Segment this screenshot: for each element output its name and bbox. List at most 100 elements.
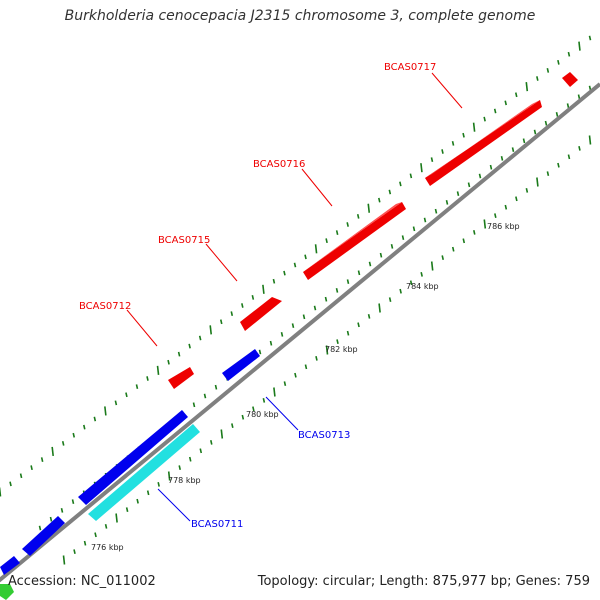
corner-marker [0, 584, 14, 600]
tick-mark [536, 177, 539, 187]
tick-mark [451, 141, 455, 146]
gene-blue-small-feature[interactable] [22, 516, 65, 556]
tick-mark [588, 35, 592, 41]
tick-mark [462, 238, 466, 244]
tick-mark [566, 103, 570, 108]
gene-label-BCAS0717: BCAS0717 [384, 62, 436, 73]
tick-mark [125, 507, 129, 512]
tick-mark [420, 272, 423, 277]
gene-blue-edge-feature[interactable] [0, 556, 20, 575]
tick-mark [192, 402, 196, 408]
tick-mark [9, 481, 12, 487]
gene-BCAS0713-feature[interactable] [222, 349, 260, 381]
tick-mark [209, 325, 213, 335]
tick-mark [401, 235, 405, 240]
tick-mark [324, 296, 328, 302]
tick-label-780: 780 kbp [246, 410, 279, 419]
tick-mark [462, 132, 465, 138]
tick-mark [336, 339, 339, 344]
tick-mark [291, 323, 295, 328]
gene-BCAS0711-feature[interactable] [88, 424, 200, 521]
tick-mark [167, 359, 170, 365]
tick-mark [38, 525, 42, 531]
summary-text: Topology: circular; Length: 875,977 bp; … [257, 574, 590, 589]
tick-mark [62, 555, 66, 565]
tick-mark [231, 423, 234, 428]
tick-mark [346, 222, 349, 227]
tick-mark [294, 372, 297, 378]
tick-mark [104, 524, 108, 529]
tick-mark [544, 120, 548, 126]
tick-mark [72, 432, 76, 438]
tick-mark [302, 314, 306, 320]
gene-BCAS0716-feature[interactable] [303, 202, 406, 280]
tick-label-778: 778 kbp [168, 476, 201, 485]
gene-BCAS0715-feature[interactable] [240, 297, 282, 331]
tick-mark [390, 244, 394, 249]
tick-mark [522, 138, 526, 144]
tick-mark [378, 197, 381, 203]
leader-line-BCAS0711 [157, 488, 191, 522]
tick-label-784: 784 kbp [406, 282, 439, 291]
tick-mark [49, 516, 53, 522]
leader-line-BCAS0717 [431, 72, 463, 109]
tick-mark [483, 219, 487, 229]
tick-mark [445, 200, 449, 205]
tick-mark [493, 108, 497, 114]
tick-mark [93, 416, 97, 422]
tick-mark [83, 540, 87, 546]
tick-mark [577, 94, 581, 100]
tick-mark [313, 305, 317, 311]
tick-mark [357, 322, 360, 328]
tick-mark [83, 424, 86, 430]
gene-BCAS0717-extra-feature[interactable] [562, 72, 578, 87]
gene-BCAS0717-feature[interactable] [425, 100, 542, 186]
gene-label-BCAS0716: BCAS0716 [253, 159, 305, 170]
tick-mark [325, 345, 329, 355]
gene-BCAS0712-feature[interactable] [168, 367, 194, 389]
tick-label-782: 782 kbp [325, 345, 358, 354]
gene-label-BCAS0711: BCAS0711 [191, 519, 243, 530]
tick-mark [241, 303, 244, 308]
tick-mark [178, 465, 182, 470]
tick-mark [293, 262, 297, 268]
leader-line-BCAS0716 [301, 168, 333, 207]
tick-mark [262, 398, 266, 403]
tick-mark [441, 149, 444, 154]
tick-mark [146, 376, 149, 381]
tick-mark [399, 288, 402, 294]
tick-mark [198, 335, 202, 341]
tick-mark [94, 532, 97, 538]
tick-mark [441, 255, 445, 260]
tick-mark [578, 146, 581, 151]
tick-mark [356, 213, 360, 219]
tick-mark [315, 356, 318, 361]
tick-mark [125, 392, 128, 398]
tick-mark [546, 171, 550, 176]
tick-mark [420, 163, 423, 173]
tick-mark [61, 440, 65, 446]
tick-mark [504, 100, 507, 106]
tick-mark [230, 311, 234, 317]
tick-mark [188, 456, 192, 462]
tick-mark [115, 513, 118, 523]
tick-mark [304, 254, 307, 260]
tick-mark [489, 164, 493, 170]
tick-mark [283, 381, 287, 386]
gene-label-BCAS0713: BCAS0713 [298, 430, 350, 441]
tick-mark [251, 295, 255, 300]
tick-label-786: 786 kbp [487, 222, 520, 231]
tick-mark [40, 457, 44, 462]
tick-mark [157, 482, 160, 487]
tick-mark [273, 387, 276, 397]
tick-mark [335, 288, 339, 293]
tick-mark [30, 465, 33, 471]
tick-mark [346, 279, 350, 284]
tick-mark [430, 157, 434, 162]
tick-mark [494, 213, 497, 218]
gene-label-BCAS0712: BCAS0712 [79, 301, 131, 312]
gene-blue-long-feature[interactable] [78, 410, 188, 505]
tick-mark [258, 349, 262, 355]
tick-mark [73, 549, 76, 554]
